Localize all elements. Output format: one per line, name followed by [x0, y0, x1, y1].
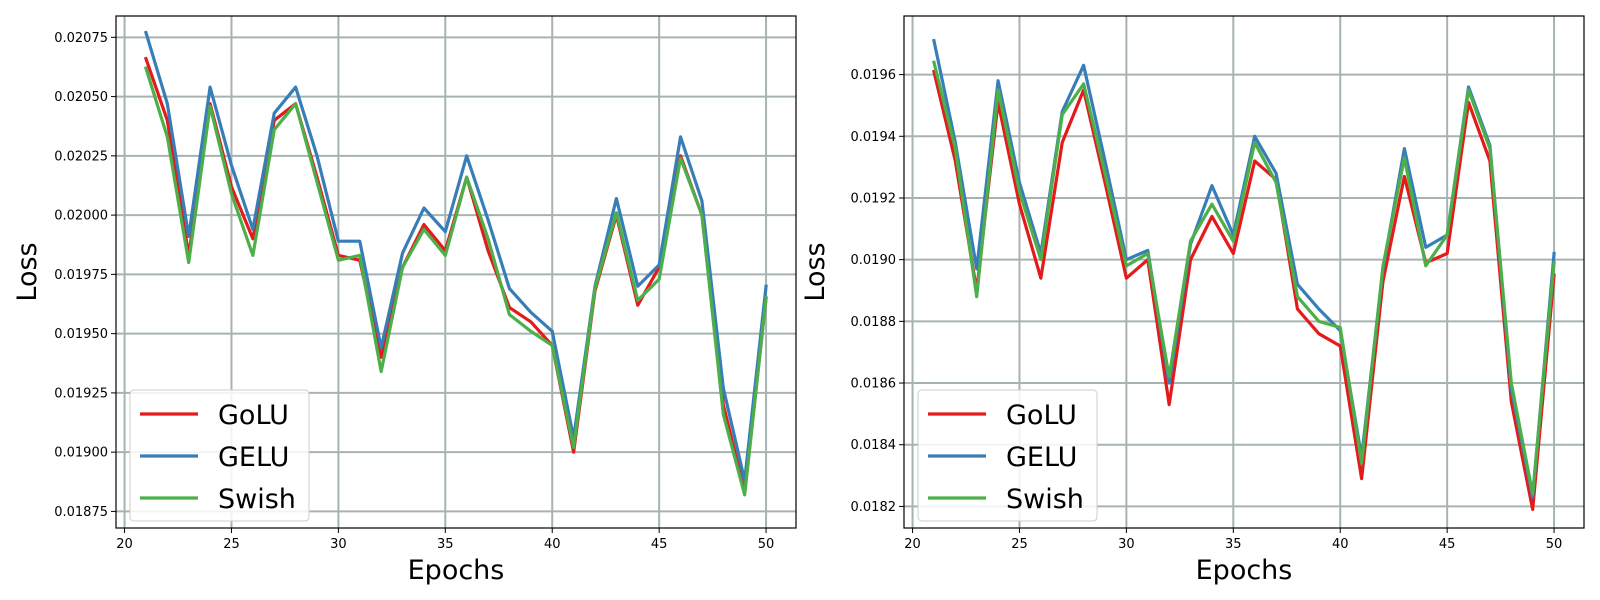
y-tick-label: 0.02075 — [54, 31, 108, 46]
series-line-golu — [932, 69, 1556, 512]
series-lines — [932, 38, 1556, 512]
legend-label: GoLU — [218, 400, 289, 431]
x-axis-label: Epochs — [408, 555, 505, 586]
series-lines — [143, 30, 768, 497]
y-tick-label: 0.01875 — [54, 505, 108, 520]
x-tick-label: 35 — [1225, 537, 1242, 552]
y-tick-label: 0.0184 — [851, 438, 897, 453]
x-tick-label: 45 — [651, 537, 668, 552]
x-tick-label: 40 — [1332, 537, 1349, 552]
y-tick-label: 0.0196 — [851, 68, 897, 83]
plot-frame — [903, 15, 1585, 529]
series-line-swish — [143, 66, 768, 497]
y-tick-label: 0.02050 — [54, 90, 108, 105]
y-tick-label: 0.0192 — [851, 191, 897, 206]
x-tick-label: 20 — [116, 537, 133, 552]
legend-box — [917, 389, 1098, 522]
legend-label: Swish — [1006, 484, 1084, 515]
x-tick-label: 30 — [1118, 537, 1135, 552]
x-tick-label: 30 — [330, 537, 347, 552]
x-tick-label: 25 — [1011, 537, 1028, 552]
legend-label: GELU — [1006, 442, 1077, 473]
y-tick-label: 0.0194 — [851, 130, 897, 145]
y-tick-label: 0.01975 — [54, 268, 108, 283]
y-tick-label: 0.0188 — [851, 315, 897, 330]
legend-label: GELU — [218, 442, 289, 473]
y-tick-label: 0.0186 — [851, 377, 897, 392]
legend: GoLU GELU Swish — [129, 389, 310, 522]
x-axis-label: Epochs — [1196, 555, 1293, 586]
y-tick-label: 0.01950 — [54, 327, 108, 342]
y-tick-label: 0.01900 — [54, 446, 108, 461]
x-tick-label: 40 — [544, 537, 561, 552]
y-tick-label: 0.0182 — [851, 500, 897, 515]
x-tick-label: 20 — [904, 537, 921, 552]
chart-right: 20 25 30 35 40 45 50 0.0182 0.0184 0.0186 0.0188 0.… — [800, 15, 1585, 586]
x-tick-label: 45 — [1439, 537, 1456, 552]
x-tick-label: 25 — [223, 537, 240, 552]
legend-label: GoLU — [1006, 400, 1077, 431]
x-tick-label: 50 — [1546, 537, 1563, 552]
legend-label: Swish — [218, 484, 296, 515]
y-tick-label: 0.0190 — [851, 253, 897, 268]
y-tick-label: 0.02000 — [54, 209, 108, 224]
series-line-gelu — [143, 30, 768, 483]
y-tick-label: 0.02025 — [54, 149, 108, 164]
x-tick-label: 35 — [437, 537, 454, 552]
y-axis-label: Loss — [800, 242, 831, 301]
series-line-swish — [932, 60, 1556, 496]
x-tick-label: 50 — [758, 537, 775, 552]
plot-frame — [115, 15, 797, 529]
legend: GoLU GELU Swish — [917, 389, 1098, 522]
legend-box — [129, 389, 310, 522]
y-axis-label: Loss — [12, 242, 43, 301]
chart-left: 20 25 30 35 40 45 50 0.01875 0.01900 0.01925 0.019… — [12, 15, 797, 586]
y-tick-label: 0.01925 — [54, 386, 108, 401]
